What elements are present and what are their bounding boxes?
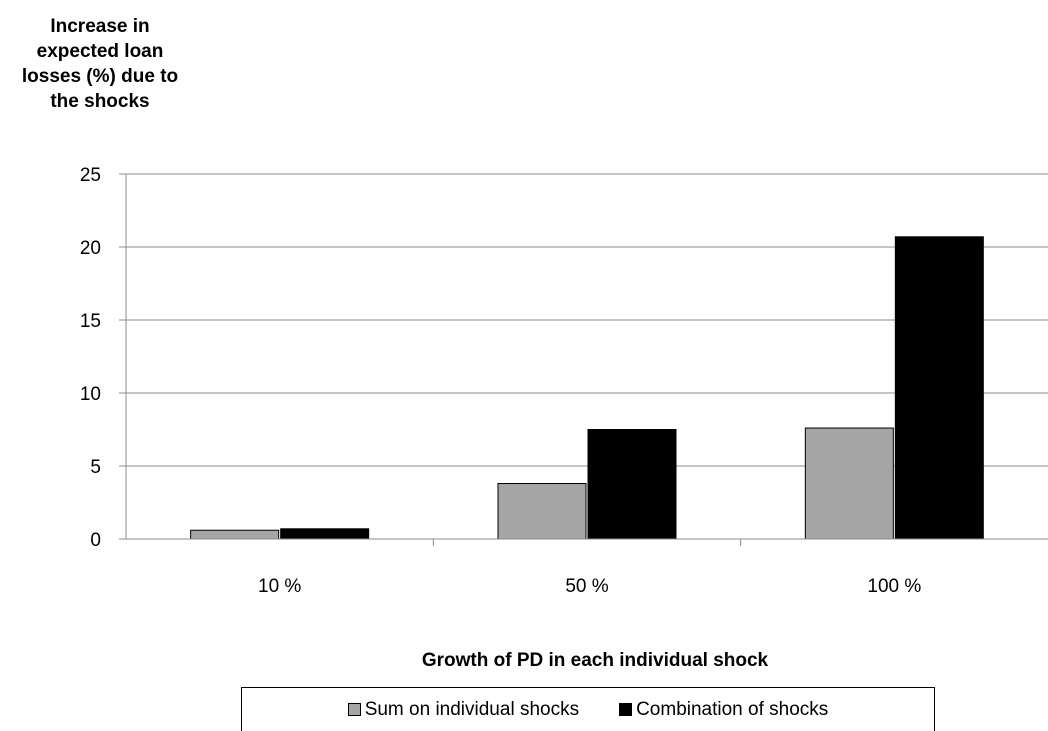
legend-item-sum: Sum on individual shocks xyxy=(347,698,580,721)
bar xyxy=(587,429,677,540)
y-axis-label: Increase in expected loan losses (%) due… xyxy=(0,14,200,114)
bar xyxy=(280,528,370,540)
legend-label: Sum on individual shocks xyxy=(364,698,580,720)
x-tick-label: 10 % xyxy=(258,576,301,597)
x-axis-ticks: 10 % 50 % 100 % xyxy=(258,576,921,597)
y-tick-label: 0 xyxy=(90,530,101,551)
bar xyxy=(894,236,984,540)
x-tick-label: 100 % xyxy=(867,576,921,597)
legend: Sum on individual shocks Combination of … xyxy=(241,687,935,731)
y-tick-label: 25 xyxy=(80,165,101,186)
y-axis-label-line: the shocks xyxy=(50,91,150,112)
legend-swatch xyxy=(619,703,633,716)
bar xyxy=(804,427,894,540)
y-axis-label-line: Increase in xyxy=(50,16,150,37)
y-tick-label: 15 xyxy=(80,311,101,332)
y-axis-ticks: 0 5 10 15 20 25 xyxy=(80,165,126,551)
axes xyxy=(125,174,1048,546)
y-axis-label-line: expected loan xyxy=(36,41,164,62)
bar xyxy=(497,483,587,540)
x-tick-label: 50 % xyxy=(565,576,608,597)
x-axis-label: Growth of PD in each individual shock xyxy=(421,650,769,671)
y-tick-label: 10 xyxy=(80,384,101,405)
y-tick-label: 20 xyxy=(80,238,101,259)
legend-label: Combination of shocks xyxy=(636,698,829,720)
legend-item-combination: Combination of shocks xyxy=(619,699,828,721)
gridlines xyxy=(126,173,1048,467)
bars xyxy=(190,236,984,540)
legend-swatch xyxy=(347,703,361,716)
y-tick-label: 5 xyxy=(90,457,101,478)
y-axis-label-line: losses (%) due to xyxy=(21,66,179,87)
bar xyxy=(190,529,280,540)
